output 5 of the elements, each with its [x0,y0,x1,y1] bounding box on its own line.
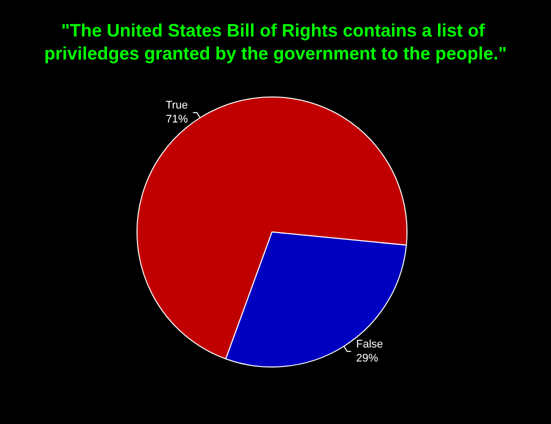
chart-title: "The United States Bill of Rights contains a list of priviledges granted by the government to the people." [44,20,507,64]
slice-label: True [166,100,188,112]
slice-label: False [356,338,384,350]
data-label: 71% [166,114,188,126]
data-label: 29% [356,352,378,364]
